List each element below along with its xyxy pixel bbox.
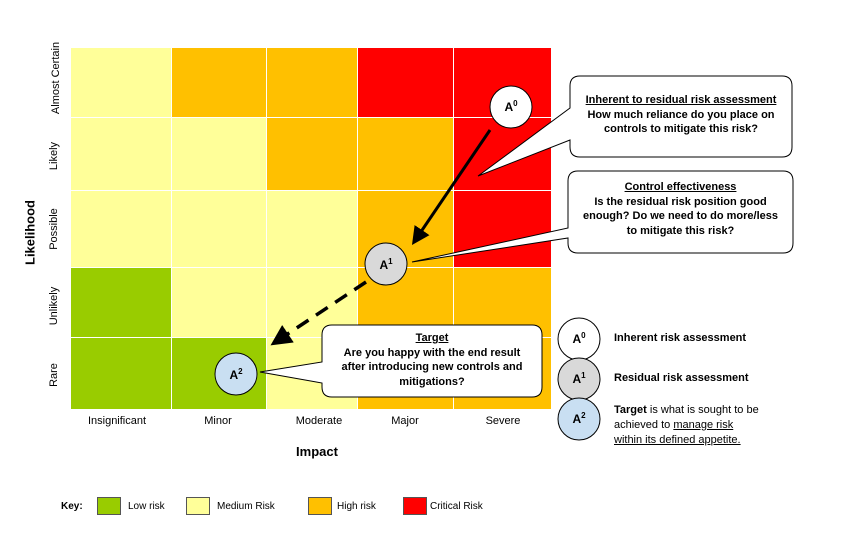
- key-critical-swatch: [403, 497, 427, 515]
- residual-marker-label: A1: [379, 257, 393, 272]
- inherent-marker-circle: [489, 85, 533, 129]
- legend-target-label: A2: [572, 411, 586, 426]
- key-critical-text: Critical Risk: [430, 501, 483, 512]
- legend-inherent-label: A0: [572, 331, 586, 346]
- x-label-moderate: Moderate: [295, 415, 343, 427]
- inherent-callout: Inherent to residual risk assessment How…: [572, 93, 790, 137]
- matrix-cell-high: [267, 118, 358, 191]
- target-callout-shape: [259, 324, 543, 398]
- target-callout-line: after introducing new controls and: [341, 361, 523, 373]
- key-high-swatch: [308, 497, 332, 515]
- key-medium-text: Medium Risk: [217, 501, 275, 512]
- legend-target-circle: [557, 397, 601, 441]
- legend-target-text: Target is what is sought to be achieved …: [614, 403, 814, 448]
- inherent-marker-label: A0: [504, 99, 518, 114]
- inherent-callout-line: How much reliance do you place on: [587, 108, 775, 121]
- x-label-insignificant: Insignificant: [87, 415, 147, 427]
- control-callout-shape: [411, 170, 794, 263]
- legend-target-line: achieved to manage risk: [614, 419, 734, 431]
- matrix-cell-high: [267, 48, 358, 118]
- x-axis-title: Impact: [296, 444, 338, 459]
- control-callout-line: enough? Do we need to do more/less: [583, 210, 778, 222]
- matrix-cell-low: [71, 268, 172, 338]
- residual-to-target-arrow: [270, 280, 367, 346]
- x-label-severe: Severe: [485, 415, 521, 427]
- matrix-cell-medium: [172, 118, 267, 191]
- key-low-text: Low risk: [128, 501, 165, 512]
- residual-marker-circle: [364, 242, 408, 286]
- key-medium-swatch: [186, 497, 210, 515]
- target-callout-line: Are you happy with the end result: [343, 346, 521, 359]
- inherent-callout-title: Inherent to residual risk assessment: [585, 94, 777, 106]
- target-callout-line: mitigations?: [399, 375, 465, 388]
- legend-inherent-text: Inherent risk assessment: [614, 332, 747, 344]
- legend-target-line: Target is what is sought to be: [614, 404, 759, 416]
- matrix-cell-medium: [71, 191, 172, 268]
- target-callout-title: Target: [415, 332, 449, 344]
- control-callout-line: to mitigate this risk?: [626, 224, 735, 237]
- matrix-cell-medium: [172, 268, 267, 338]
- matrix-cell-critical: [454, 191, 552, 268]
- matrix-cell-medium: [71, 118, 172, 191]
- matrix-cell-medium: [267, 191, 358, 268]
- matrix-cell-low: [71, 338, 172, 410]
- matrix-cell-critical: [454, 118, 552, 191]
- matrix-cell-critical: [358, 48, 454, 118]
- legend-residual-text: Residual risk assessment: [614, 372, 749, 384]
- control-callout: Control effectiveness Is the residual ri…: [570, 180, 791, 238]
- target-marker-circle: [214, 352, 258, 396]
- inherent-callout-line: controls to mitigate this risk?: [603, 123, 759, 135]
- x-label-minor: Minor: [204, 415, 232, 427]
- matrix-cell-medium: [172, 191, 267, 268]
- inherent-callout-shape: [477, 75, 793, 177]
- legend-target-line: within its defined appetite.: [614, 434, 741, 446]
- inherent-to-residual-arrow: [411, 129, 492, 245]
- matrix-cell-high: [172, 48, 267, 118]
- key-low-swatch: [97, 497, 121, 515]
- matrix-cell-high: [358, 118, 454, 191]
- x-label-major: Major: [391, 415, 419, 427]
- control-callout-title: Control effectiveness: [624, 181, 737, 193]
- target-marker-label: A2: [229, 367, 243, 382]
- key-high-text: High risk: [337, 501, 376, 512]
- legend-residual-label: A1: [572, 371, 586, 386]
- key-label: Key:: [61, 501, 83, 512]
- risk-matrix: [71, 48, 552, 410]
- matrix-cell-medium: [71, 48, 172, 118]
- target-callout: Target Are you happy with the end result…: [324, 331, 540, 389]
- control-callout-line: Is the residual risk position good: [594, 195, 767, 208]
